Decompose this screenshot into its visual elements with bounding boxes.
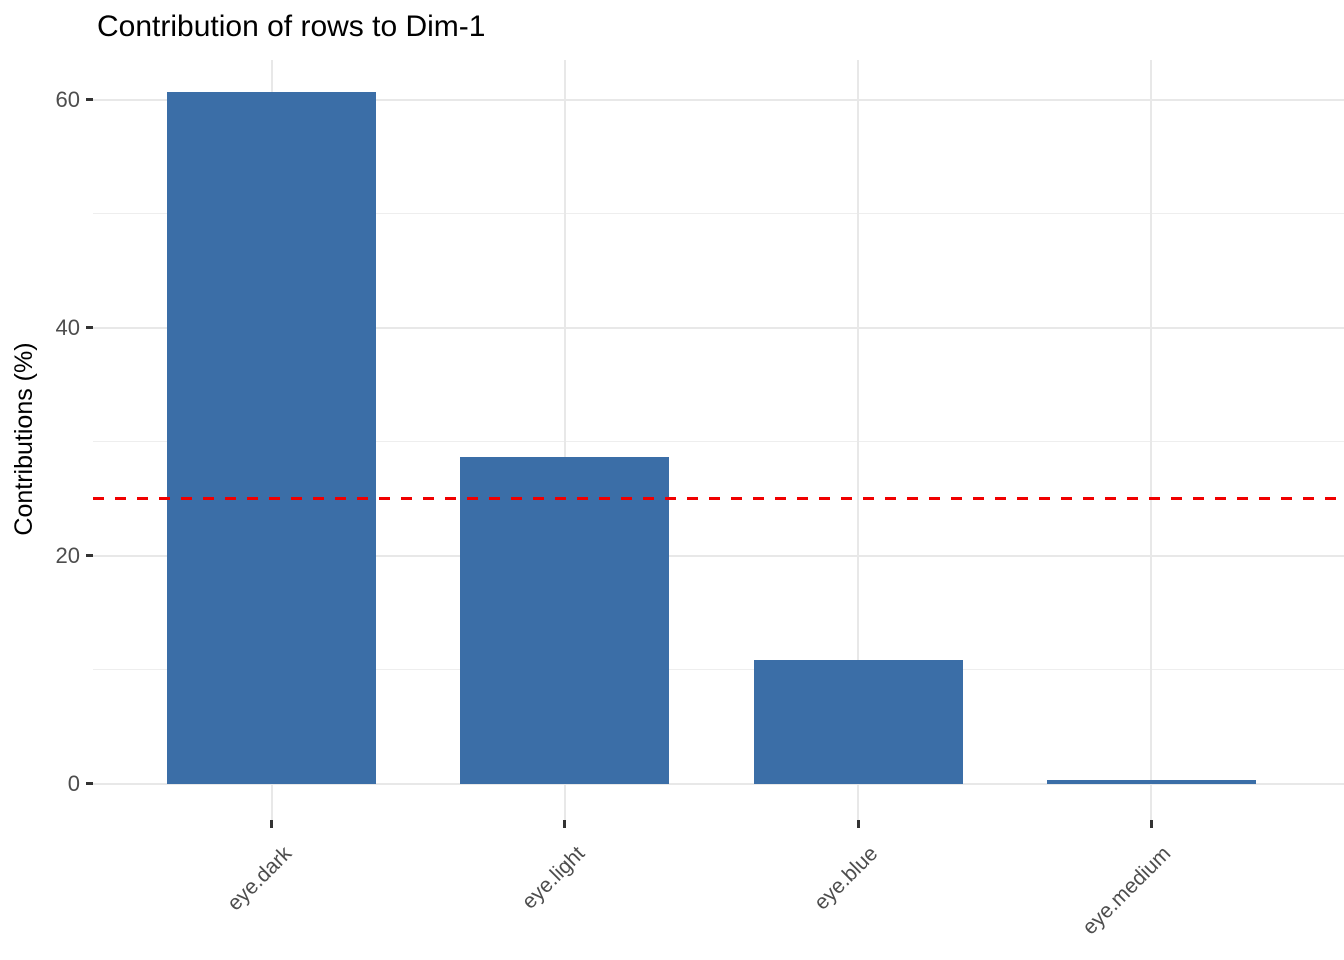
- gridline-minor-y10: [93, 669, 1344, 671]
- y-axis-tick-20: [86, 554, 93, 558]
- chart-title: Contribution of rows to Dim-1: [97, 10, 486, 43]
- gridline-vertical-eye.blue: [857, 60, 860, 820]
- y-axis-tick-0: [86, 782, 93, 786]
- gridline-minor-y50: [93, 213, 1344, 215]
- y-axis-tick-40: [86, 326, 93, 330]
- y-axis-tick-label-40: 40: [55, 314, 80, 340]
- bar-eye.light: [460, 456, 670, 784]
- x-axis-tick-label-eye.blue: eye.blue: [809, 842, 883, 915]
- y-axis-tick-label-60: 60: [55, 86, 80, 112]
- gridline-major-y0: [93, 782, 1344, 785]
- x-axis-tick-eye.blue: [856, 820, 860, 828]
- gridline-minor-y30: [93, 441, 1344, 443]
- x-axis-tick-eye.light: [563, 820, 567, 828]
- y-axis-tick-label-20: 20: [55, 542, 80, 568]
- gridline-major-y40: [93, 326, 1344, 329]
- x-axis-tick-eye.medium: [1149, 820, 1153, 828]
- gridline-major-y60: [93, 98, 1344, 101]
- gridline-vertical-eye.light: [563, 60, 566, 820]
- reference-line: [93, 497, 1344, 501]
- bar-eye.dark: [167, 91, 376, 784]
- bar-eye.blue: [753, 660, 963, 784]
- y-axis-tick-label-0: 0: [67, 770, 80, 796]
- y-axis-title: Contributions (%): [10, 342, 38, 536]
- x-axis-tick-label-eye.dark: eye.dark: [222, 842, 296, 916]
- plot-panel: [93, 60, 1344, 820]
- x-axis-tick-label-eye.light: eye.light: [517, 842, 590, 914]
- x-axis-tick-label-eye.medium: eye.medium: [1078, 842, 1176, 940]
- gridline-vertical-eye.medium: [1150, 60, 1153, 820]
- y-axis-tick-60: [86, 98, 93, 102]
- gridline-major-y20: [93, 554, 1344, 557]
- x-axis-tick-eye.dark: [270, 820, 273, 828]
- bar-eye.medium: [1046, 780, 1256, 784]
